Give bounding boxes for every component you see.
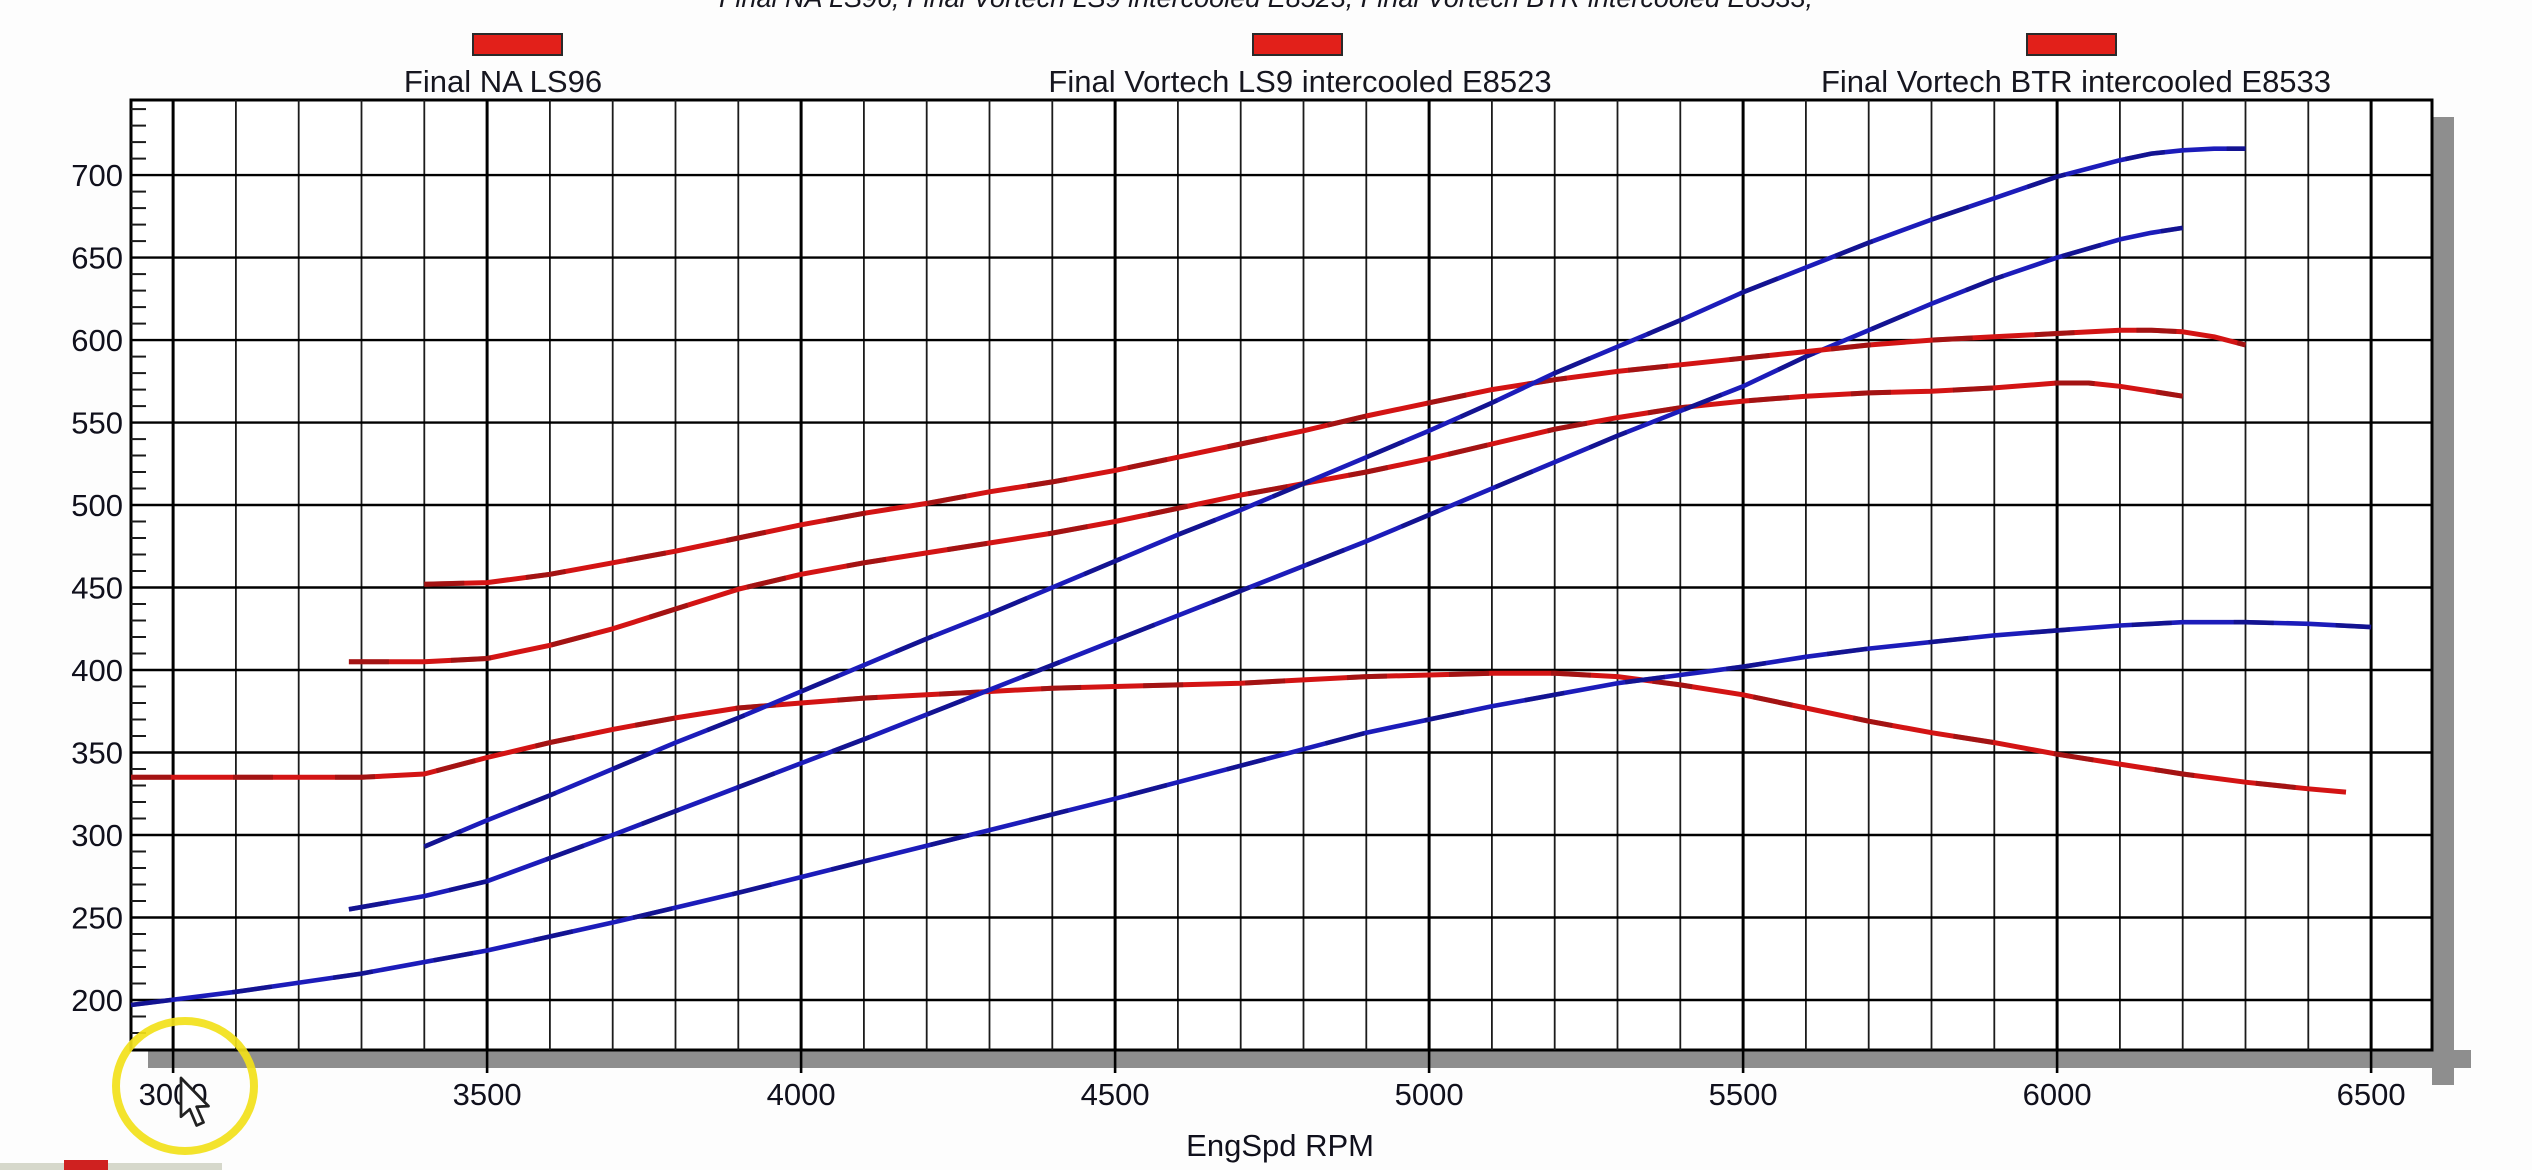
clipped-legend-swatch-bottom bbox=[64, 1160, 108, 1170]
x-tick-label: 6500 bbox=[2337, 1077, 2406, 1112]
y-tick-label: 350 bbox=[71, 736, 123, 771]
x-tick-label: 4000 bbox=[767, 1077, 836, 1112]
plot-shadow-right bbox=[2432, 117, 2454, 1085]
legend-label-1: Final Vortech LS9 intercooled E8523 bbox=[1048, 64, 1552, 99]
series-0 bbox=[131, 670, 2347, 795]
y-tick-label: 700 bbox=[71, 158, 123, 193]
series-4-texture bbox=[424, 327, 2247, 587]
series-1 bbox=[130, 619, 2372, 1008]
legend-swatch-2 bbox=[2026, 33, 2117, 56]
y-tick-label: 450 bbox=[71, 571, 123, 606]
x-tick-label: 5000 bbox=[1395, 1077, 1464, 1112]
x-tick-label: 3500 bbox=[453, 1077, 522, 1112]
series-3-texture bbox=[348, 225, 2184, 912]
legend-label-2: Final Vortech BTR intercooled E8533 bbox=[1820, 64, 2332, 99]
y-tick-label: 650 bbox=[71, 241, 123, 276]
legend-swatch-0 bbox=[472, 33, 563, 56]
y-tick-label: 250 bbox=[71, 901, 123, 936]
series-5 bbox=[423, 146, 2246, 849]
legend-label-0: Final NA LS96 bbox=[403, 64, 603, 99]
x-tick-label: 3000 bbox=[139, 1077, 208, 1112]
y-tick-label: 400 bbox=[71, 653, 123, 688]
y-tick-label: 550 bbox=[71, 406, 123, 441]
y-tick-label: 500 bbox=[71, 488, 123, 523]
y-tick-label: 200 bbox=[71, 983, 123, 1018]
legend-swatch-1 bbox=[1252, 33, 1343, 56]
series-2-texture bbox=[348, 380, 2184, 665]
x-axis-title: EngSpd RPM bbox=[1186, 1128, 1374, 1163]
clipped-series-list: Final NA LS96, Final Vortech LS9 interco… bbox=[0, 0, 2532, 14]
y-tick-label: 600 bbox=[71, 323, 123, 358]
x-tick-label: 6000 bbox=[2023, 1077, 2092, 1112]
bottom-window-sliver bbox=[0, 1163, 222, 1170]
x-tick-label: 4500 bbox=[1081, 1077, 1150, 1112]
y-tick-label: 300 bbox=[71, 818, 123, 853]
x-tick-label: 5500 bbox=[1709, 1077, 1778, 1112]
plot-shadow-bottom bbox=[148, 1050, 2471, 1068]
